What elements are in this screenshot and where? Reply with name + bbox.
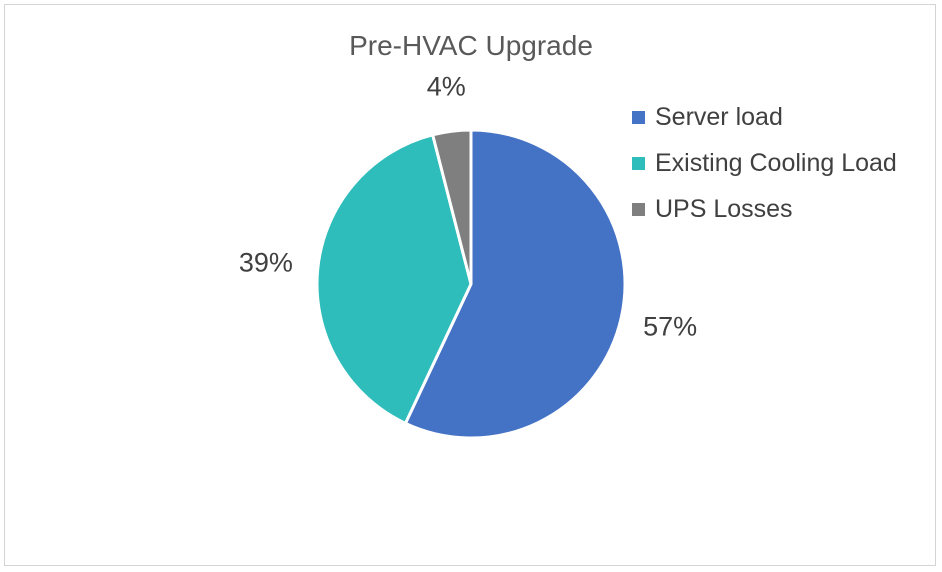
pie-slice-server-load (403, 128, 627, 440)
legend-item-server-load: Server load (632, 94, 897, 140)
legend-label-server-load: Server load (655, 102, 783, 131)
legend-item-ups-losses: UPS Losses (632, 186, 897, 232)
data-label-ups-losses: 4% (427, 72, 466, 102)
legend-item-existing-cooling-load: Existing Cooling Load (632, 140, 897, 186)
pie-slice-existing-cooling-load (315, 133, 473, 425)
chart-title: Pre-HVAC Upgrade (349, 30, 593, 61)
legend: Server load Existing Cooling Load UPS Lo… (632, 94, 897, 232)
legend-label-ups-losses: UPS Losses (655, 194, 793, 223)
legend-swatch-server-load (632, 110, 645, 124)
legend-swatch-existing-cooling-load (632, 156, 645, 170)
pie-slice-ups-losses (431, 128, 473, 286)
legend-label-existing-cooling-load: Existing Cooling Load (655, 148, 897, 177)
data-label-server-load: 57% (643, 312, 697, 342)
legend-swatch-ups-losses (632, 202, 645, 216)
data-label-existing-cooling-load: 39% (239, 248, 293, 278)
